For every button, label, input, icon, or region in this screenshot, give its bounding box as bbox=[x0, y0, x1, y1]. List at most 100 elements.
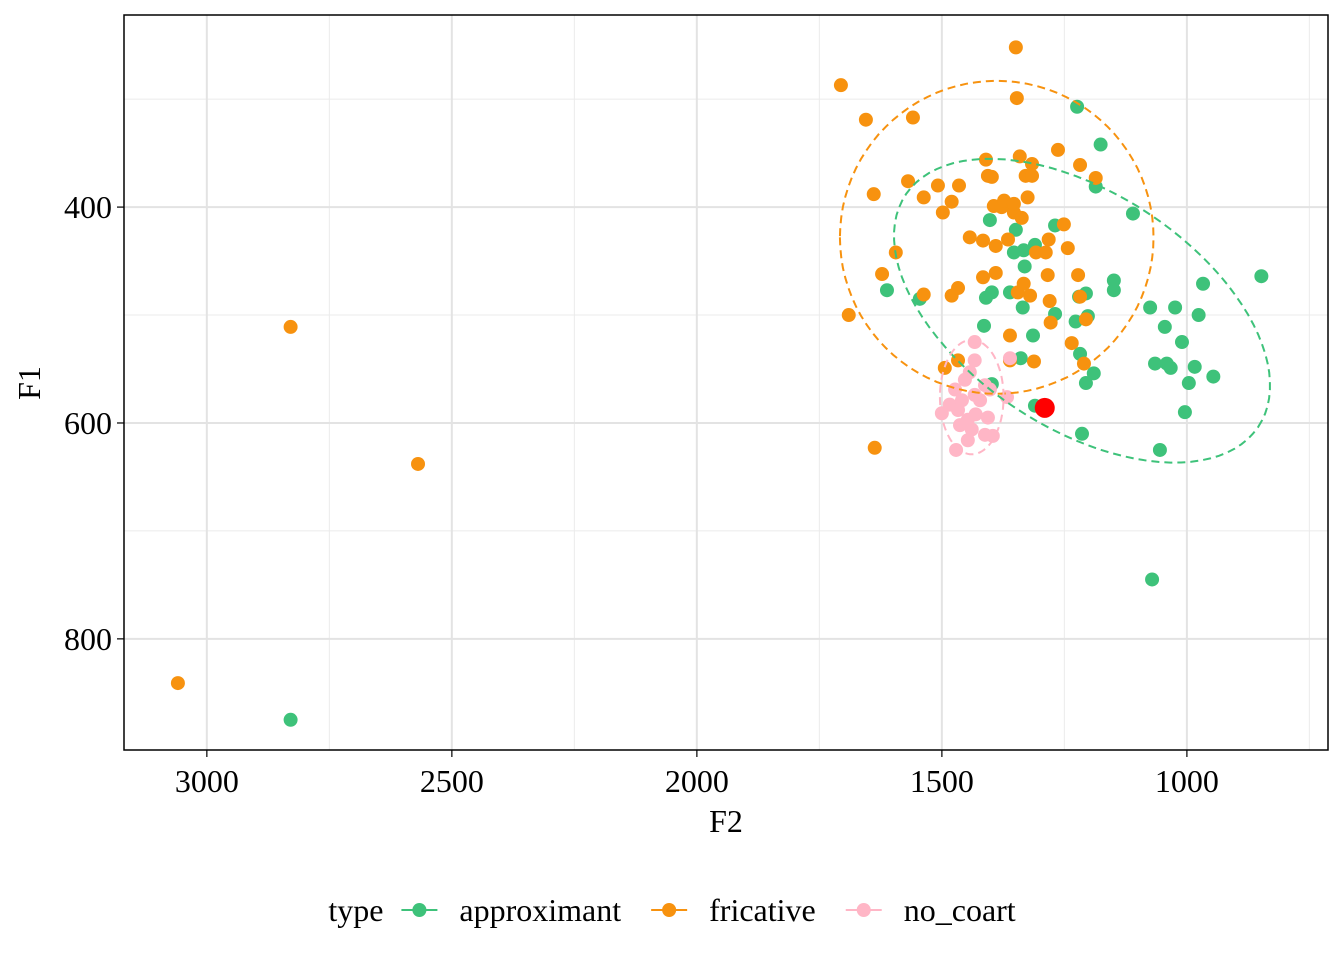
point bbox=[964, 422, 979, 437]
point bbox=[949, 442, 964, 457]
point bbox=[1073, 158, 1088, 173]
point bbox=[1086, 366, 1101, 381]
point bbox=[283, 712, 298, 727]
point bbox=[879, 283, 894, 298]
legend-label: approximant bbox=[459, 892, 621, 928]
point bbox=[930, 178, 945, 193]
point bbox=[1016, 276, 1031, 291]
point bbox=[1006, 245, 1021, 260]
legend-label: fricative bbox=[709, 892, 816, 928]
point bbox=[1191, 308, 1206, 323]
point bbox=[875, 267, 890, 282]
point bbox=[867, 440, 882, 455]
point bbox=[960, 433, 975, 448]
ellipse bbox=[838, 79, 1155, 395]
y-tick-label: 800 bbox=[64, 621, 112, 657]
point bbox=[988, 238, 1003, 253]
point bbox=[977, 318, 991, 333]
panel-border bbox=[123, 14, 1329, 751]
point bbox=[1163, 360, 1178, 375]
point bbox=[982, 213, 997, 228]
point bbox=[1181, 376, 1196, 391]
point bbox=[951, 403, 966, 418]
point bbox=[988, 265, 1003, 280]
point bbox=[1076, 356, 1091, 371]
point bbox=[951, 281, 966, 296]
point bbox=[1073, 289, 1088, 304]
point bbox=[1002, 328, 1017, 343]
x-axis-label: F2 bbox=[709, 803, 743, 839]
point bbox=[1013, 351, 1028, 366]
point bbox=[866, 187, 881, 202]
point bbox=[1025, 156, 1040, 171]
legend-key-point bbox=[856, 903, 871, 917]
x-tick-label: 2000 bbox=[665, 763, 729, 799]
point bbox=[1093, 137, 1108, 152]
point bbox=[1060, 241, 1075, 256]
point bbox=[1050, 142, 1065, 157]
y-tick-label: 400 bbox=[64, 189, 112, 225]
point bbox=[967, 387, 982, 402]
point bbox=[1038, 245, 1053, 260]
point bbox=[1041, 232, 1056, 247]
point bbox=[170, 676, 185, 691]
point bbox=[1040, 268, 1055, 283]
point bbox=[1028, 245, 1043, 260]
point bbox=[984, 169, 999, 184]
point bbox=[948, 382, 963, 397]
legend-key-point bbox=[662, 903, 677, 917]
point bbox=[1070, 99, 1085, 114]
point bbox=[283, 319, 298, 334]
point bbox=[935, 205, 950, 220]
point bbox=[1017, 259, 1032, 274]
point bbox=[952, 178, 967, 193]
point bbox=[1025, 168, 1040, 183]
legend-title: type bbox=[328, 892, 383, 928]
point bbox=[841, 308, 856, 323]
point bbox=[1006, 196, 1021, 211]
point bbox=[1206, 369, 1221, 384]
point bbox=[976, 233, 991, 248]
point bbox=[1152, 442, 1167, 457]
point bbox=[1014, 210, 1029, 225]
point bbox=[1026, 328, 1041, 343]
point bbox=[1043, 315, 1058, 330]
point bbox=[1020, 190, 1035, 205]
highlight-point bbox=[1034, 397, 1055, 418]
ellipse bbox=[938, 338, 1005, 456]
point bbox=[1196, 276, 1211, 291]
point bbox=[937, 360, 952, 375]
point bbox=[1106, 273, 1121, 288]
point bbox=[1001, 232, 1016, 247]
point bbox=[833, 78, 848, 93]
point bbox=[1015, 300, 1030, 315]
point bbox=[1008, 40, 1023, 55]
y-tick-label: 600 bbox=[64, 405, 112, 441]
point bbox=[967, 335, 982, 350]
y-axis-label: F1 bbox=[11, 366, 47, 400]
point bbox=[1071, 268, 1086, 283]
point bbox=[1106, 283, 1121, 298]
point bbox=[905, 110, 920, 125]
point bbox=[944, 194, 959, 209]
point bbox=[1078, 376, 1093, 391]
point bbox=[1056, 217, 1071, 232]
point bbox=[1088, 170, 1103, 185]
point bbox=[1125, 206, 1140, 221]
point bbox=[1002, 351, 1017, 366]
point bbox=[1143, 300, 1158, 315]
point bbox=[1187, 359, 1202, 374]
point bbox=[1157, 319, 1172, 334]
point bbox=[968, 407, 983, 422]
point bbox=[901, 174, 916, 189]
legend-label: no_coart bbox=[904, 892, 1016, 928]
point bbox=[1078, 312, 1093, 327]
point bbox=[976, 270, 991, 285]
point bbox=[1042, 294, 1057, 309]
point bbox=[967, 353, 982, 368]
point bbox=[1254, 269, 1269, 284]
point bbox=[1075, 426, 1090, 441]
point bbox=[1026, 354, 1041, 369]
point bbox=[1168, 300, 1183, 315]
x-tick-label: 3000 bbox=[175, 763, 239, 799]
